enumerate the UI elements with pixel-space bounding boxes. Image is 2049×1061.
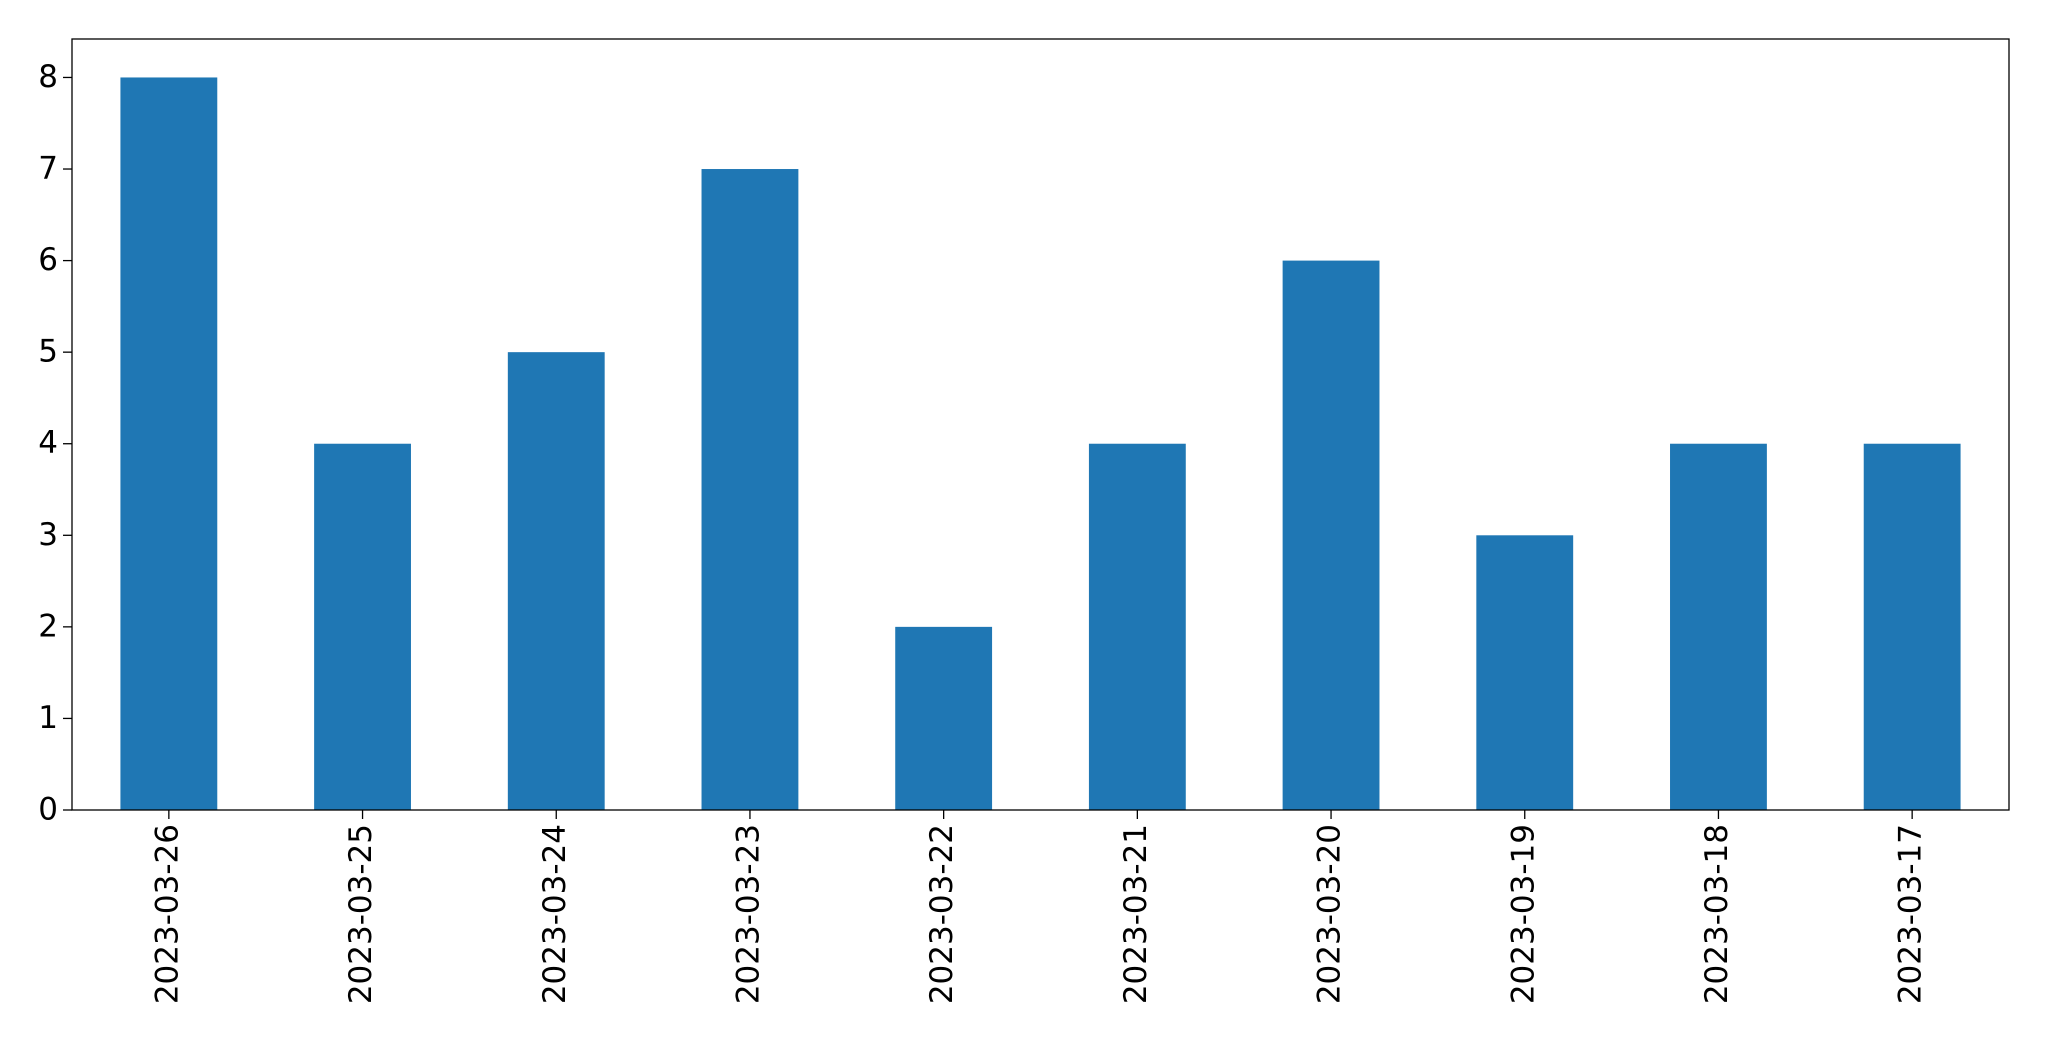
y-tick-label: 7	[38, 151, 58, 187]
bar	[895, 626, 993, 810]
y-tick-label: 1	[38, 700, 58, 736]
y-tick-label: 3	[38, 517, 58, 553]
x-tick-label: 2023-03-26	[149, 824, 185, 1004]
bar	[701, 169, 799, 810]
x-tick-label: 2023-03-18	[1699, 824, 1735, 1004]
x-tick-label: 2023-03-19	[1505, 824, 1541, 1004]
x-tick-label: 2023-03-25	[343, 824, 379, 1004]
plot-frame	[71, 38, 2010, 811]
bar	[1282, 260, 1380, 810]
bar	[1088, 443, 1186, 810]
y-tick-label: 0	[38, 792, 58, 828]
bar	[120, 77, 218, 810]
y-tick-label: 5	[38, 334, 58, 370]
y-tick-label: 4	[38, 425, 58, 461]
y-tick-label: 8	[38, 59, 58, 95]
x-tick-label: 2023-03-23	[730, 824, 766, 1004]
x-tick-label: 2023-03-24	[537, 824, 573, 1004]
bar	[507, 352, 605, 810]
x-tick-label: 2023-03-17	[1893, 824, 1929, 1004]
y-tick-label: 2	[38, 608, 58, 644]
y-tick-label: 6	[38, 242, 58, 278]
bar	[314, 443, 411, 810]
x-tick-label: 2023-03-22	[924, 824, 960, 1004]
bar	[1670, 443, 1767, 810]
bar	[1863, 443, 1961, 810]
x-tick-label: 2023-03-20	[1312, 824, 1348, 1004]
x-tick-label: 2023-03-21	[1118, 824, 1154, 1004]
bar	[1476, 535, 1574, 810]
